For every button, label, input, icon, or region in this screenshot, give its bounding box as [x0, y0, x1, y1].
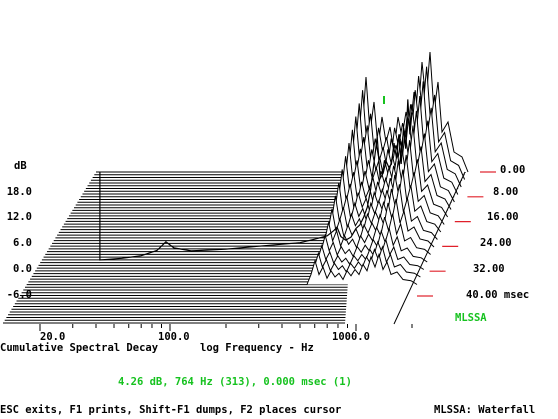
y-tick-label: 18.0	[6, 186, 32, 198]
mode-indicator: MLSSA: Waterfall	[434, 404, 536, 416]
waterfall-peak-traces	[306, 51, 469, 285]
decay-trace	[306, 252, 418, 285]
decay-trace	[337, 140, 449, 218]
decay-trace	[330, 169, 442, 233]
decay-trace	[309, 245, 421, 278]
decay-trace	[326, 184, 438, 240]
decay-trace	[333, 154, 445, 225]
time-tick-label: 32.00	[473, 263, 505, 275]
frequency-tick-marks	[39, 324, 413, 331]
x-tick-label: 20.0	[40, 331, 66, 343]
y-tick-label: 12.0	[6, 211, 32, 223]
time-tick-label: 0.00	[500, 164, 526, 176]
decay-trace	[316, 226, 428, 263]
time-tick-label: 8.00	[493, 186, 519, 198]
chart-title: Cumulative Spectral Decay	[0, 342, 159, 354]
waterfall-plot	[3, 51, 496, 331]
decay-trace	[313, 237, 425, 270]
front-response-line	[99, 99, 413, 261]
y-tick-label: 6.0	[13, 237, 32, 249]
help-line: ESC exits, F1 prints, Shift-F1 dumps, F2…	[0, 404, 342, 416]
time-tick-marks	[417, 171, 496, 297]
x-tick-label: 1000.0	[332, 331, 370, 343]
decay-trace	[320, 213, 431, 255]
decay-trace	[323, 198, 435, 248]
time-tick-label: 24.00	[480, 237, 512, 249]
time-tick-label: 16.00	[487, 211, 519, 223]
decay-trace	[340, 125, 452, 210]
x-axis-label: log Frequency - Hz	[200, 342, 314, 354]
mlssa-badge: MLSSA	[455, 312, 487, 324]
cursor-readout: 4.26 dB, 764 Hz (313), 0.000 msec (1)	[118, 376, 352, 388]
y-tick-label: 0.0	[13, 263, 32, 275]
y-tick-label: -6.0	[6, 289, 32, 301]
x-tick-label: 100.0	[158, 331, 190, 343]
depth-axis-line	[393, 171, 466, 325]
time-tick-label: 40.00 msec	[466, 289, 530, 301]
front-response-curve	[99, 99, 413, 261]
y-axis-label: dB	[14, 160, 27, 172]
